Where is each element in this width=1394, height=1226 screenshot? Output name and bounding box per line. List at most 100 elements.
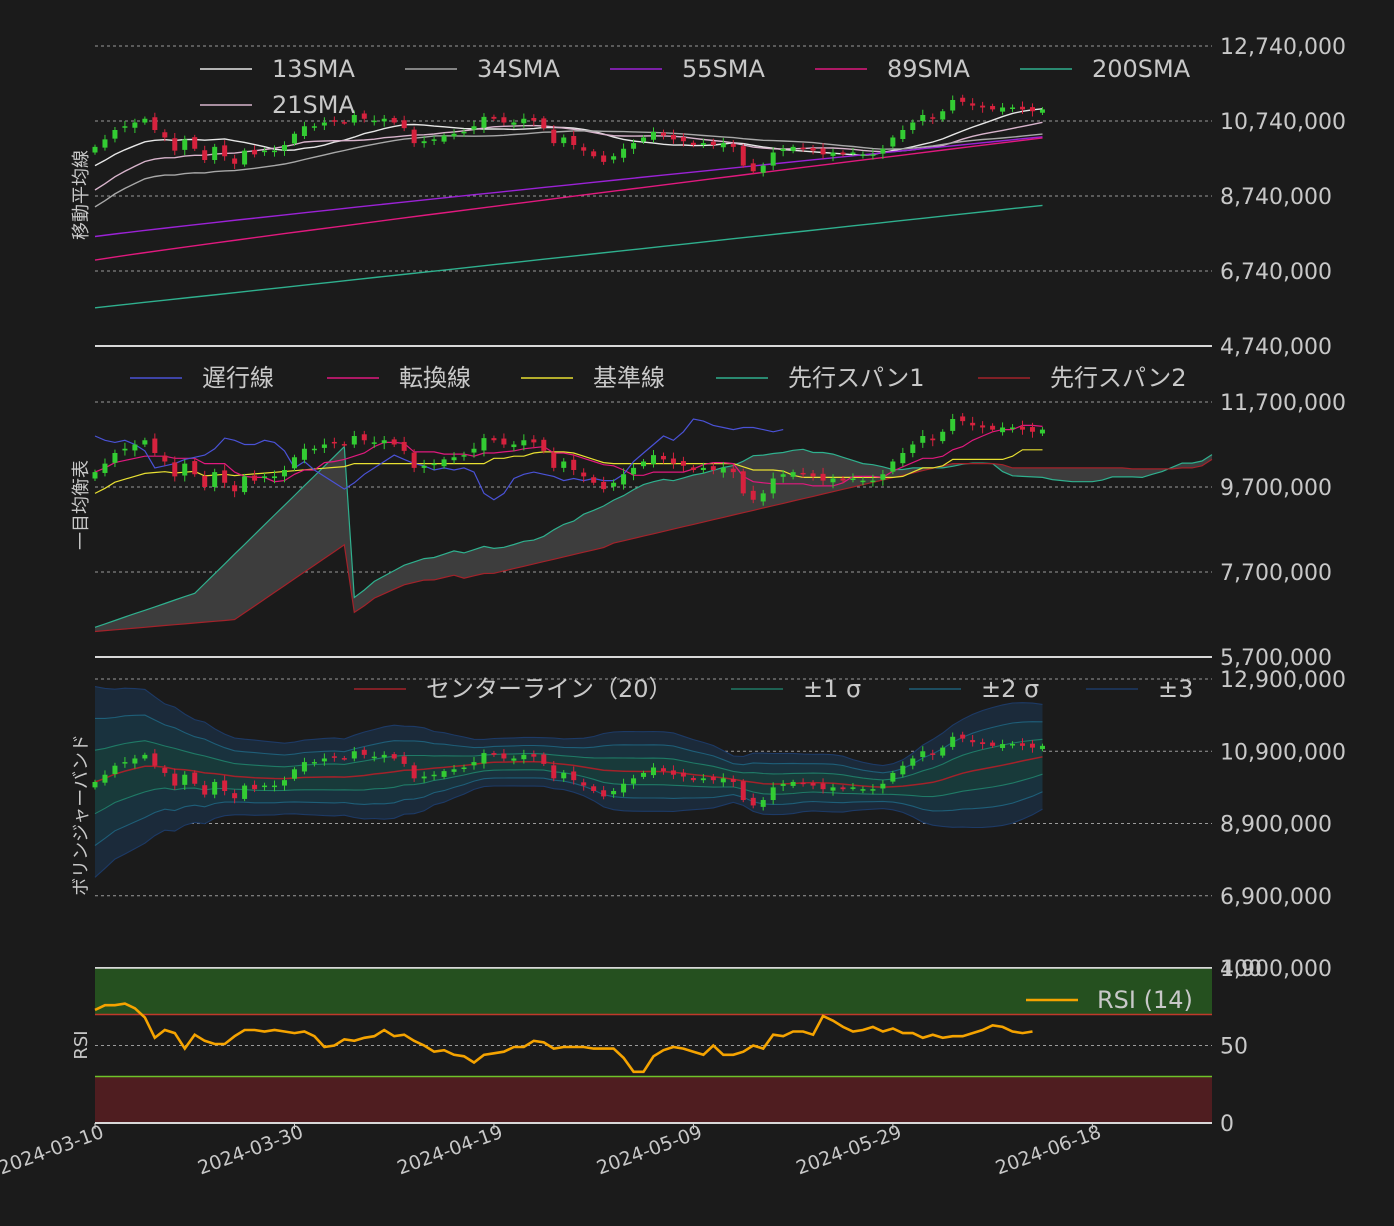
candle-body bbox=[122, 762, 128, 764]
candle-body bbox=[152, 438, 158, 453]
bollinger-upper-2sigma bbox=[95, 714, 1043, 774]
candle-body bbox=[431, 463, 437, 466]
candle-body bbox=[341, 758, 347, 760]
candle-body bbox=[940, 431, 946, 442]
candle-body bbox=[1020, 106, 1026, 110]
bollinger-lower-1sigma bbox=[94, 769, 1043, 815]
candle-body bbox=[860, 789, 866, 791]
y-tick-label: 50 bbox=[1220, 1035, 1248, 1060]
candle-body bbox=[900, 453, 906, 464]
candle-body bbox=[870, 789, 876, 791]
legend-label: 基準線 bbox=[593, 364, 665, 392]
candle-body bbox=[112, 453, 118, 463]
candle-body bbox=[92, 781, 98, 788]
candle-body bbox=[601, 155, 607, 162]
candle-body bbox=[501, 753, 507, 759]
candle-body bbox=[660, 132, 666, 136]
candle-body bbox=[162, 455, 168, 462]
candle-body bbox=[690, 142, 696, 145]
candle-body bbox=[780, 148, 786, 151]
candle-body bbox=[401, 120, 407, 129]
candle-body bbox=[391, 754, 397, 759]
sma-line-200sma bbox=[94, 204, 1043, 309]
candle-body bbox=[621, 474, 627, 485]
candle-body bbox=[321, 444, 327, 448]
candle-body bbox=[880, 474, 886, 480]
candle-body bbox=[950, 419, 956, 431]
candle-body bbox=[172, 773, 178, 786]
bollinger-ylabel: ボリンジャーバンド bbox=[71, 734, 92, 896]
candle-body bbox=[651, 455, 656, 465]
candle-body bbox=[391, 439, 397, 445]
candle-body bbox=[571, 459, 577, 470]
candle-body bbox=[461, 767, 467, 770]
candle-body bbox=[421, 776, 427, 779]
candle-body bbox=[501, 438, 507, 445]
candle-body bbox=[92, 146, 98, 153]
candle-body bbox=[182, 463, 188, 476]
candle-body bbox=[301, 126, 307, 136]
legend-label: ±1 σ bbox=[803, 675, 861, 703]
y-tick-label: 100 bbox=[1220, 957, 1262, 982]
candle-body bbox=[262, 476, 268, 479]
candle-body bbox=[381, 118, 387, 122]
candle-body bbox=[720, 143, 726, 148]
sma-legend: 13SMA 34SMA 55SMA 89SMA 200SMA 21SMA bbox=[200, 55, 1191, 119]
legend-label: 55SMA bbox=[682, 55, 765, 83]
y-tick-label: 5,700,000 bbox=[1220, 646, 1332, 671]
candle-body bbox=[740, 781, 746, 801]
y-tick-label: 4,740,000 bbox=[1220, 335, 1332, 360]
bollinger-panel: 12,900,000 10,900,000 8,900,000 6,900,000 4,… bbox=[71, 668, 1346, 982]
candle-body bbox=[341, 444, 347, 446]
candle-body bbox=[301, 448, 307, 460]
candle-body bbox=[331, 120, 337, 122]
y-tick-label: 11,700,000 bbox=[1220, 391, 1346, 416]
candle-body bbox=[511, 758, 517, 761]
legend-label: ±3 bbox=[1158, 675, 1193, 703]
candle-body bbox=[621, 783, 627, 793]
candle-body bbox=[1029, 743, 1035, 748]
candle-body bbox=[920, 436, 926, 443]
candle-body bbox=[102, 463, 108, 473]
candle-body bbox=[481, 753, 487, 764]
ichimoku-cloud bbox=[95, 446, 1212, 632]
candle-body bbox=[581, 147, 587, 151]
candle-body bbox=[611, 156, 617, 160]
candle-body bbox=[421, 465, 427, 468]
candle-body bbox=[860, 480, 866, 483]
rsi-legend: RSI (14) bbox=[1026, 986, 1193, 1014]
candle-body bbox=[820, 783, 826, 790]
candle-body bbox=[660, 455, 666, 460]
candle-body bbox=[680, 772, 686, 777]
candle-body bbox=[611, 790, 617, 795]
candle-body bbox=[670, 458, 676, 464]
candle-body bbox=[910, 122, 916, 130]
candle-body bbox=[760, 165, 766, 173]
candle-body bbox=[192, 772, 198, 784]
candle-body bbox=[970, 422, 976, 426]
candle-body bbox=[591, 477, 597, 483]
candle-body bbox=[401, 756, 407, 764]
candle-body bbox=[660, 768, 666, 772]
candle-body bbox=[840, 478, 846, 481]
candle-body bbox=[551, 129, 557, 144]
y-tick-label: 12,740,000 bbox=[1220, 35, 1346, 60]
candle-body bbox=[531, 439, 537, 443]
legend-label: RSI (14) bbox=[1097, 986, 1193, 1014]
candle-body bbox=[920, 751, 926, 758]
candle-body bbox=[1020, 426, 1026, 430]
candle-body bbox=[232, 485, 238, 492]
y-tick-label: 6,740,000 bbox=[1220, 260, 1332, 285]
y-tick-label: 4,900,000 bbox=[1220, 957, 1332, 982]
candle-body bbox=[142, 440, 148, 445]
candle-body bbox=[840, 787, 846, 790]
candle-body bbox=[800, 147, 806, 150]
candle-body bbox=[930, 753, 936, 755]
candle-body bbox=[531, 118, 537, 121]
candle-body bbox=[361, 434, 367, 441]
candle-body bbox=[531, 754, 537, 757]
candle-body bbox=[431, 139, 437, 141]
bollinger-legend: センターライン（20） ±1 σ ±2 σ ±3 bbox=[354, 675, 1193, 703]
candle-body bbox=[820, 148, 826, 155]
candle-body bbox=[631, 467, 637, 475]
